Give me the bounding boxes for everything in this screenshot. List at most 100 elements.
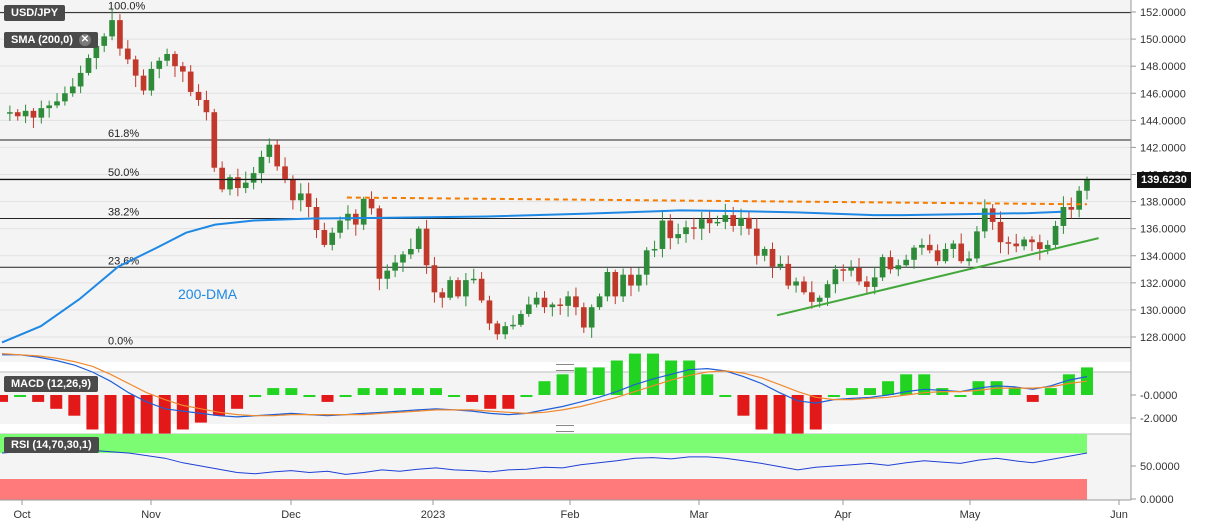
candle-body [439,292,446,298]
candle-body [1013,243,1020,247]
time-tick-label: Oct [13,509,30,521]
candle-body [1068,207,1075,210]
candle-body [124,48,131,60]
candle-body [596,296,603,308]
macd-panel-resize-handle[interactable] [556,364,574,371]
price-tick-label: 134.0000 [1140,251,1186,263]
support-trendline [776,237,1099,317]
candle-body [738,217,744,226]
macd-histogram-bar [484,395,497,409]
time-tick-label: Jun [1110,509,1128,521]
candle-body [746,217,752,229]
macd-histogram-bar [466,395,479,402]
fib-level-label: 61.8% [108,128,139,140]
macd-histogram-bar [357,388,370,395]
macd-histogram-bar [719,395,732,397]
fib-level-label: 0.0% [108,336,133,348]
macd-histogram-bar [375,388,388,395]
candle-body [290,179,296,201]
sma-200-label: 200-DMA [178,286,238,302]
candle-body [808,292,815,302]
macd-histogram-bar [773,395,786,444]
candle-body [730,215,737,226]
candle-body [195,91,202,101]
candle-body [667,220,674,239]
rsi-tick-label: 50.0000 [1140,461,1180,473]
candle-body [93,45,100,59]
candle-body [628,274,634,286]
macd-histogram-bar [267,388,280,395]
candle-body [950,243,957,249]
candle-body [368,198,375,209]
candle-body [911,247,917,260]
macd-histogram-bar [628,353,641,395]
candle-body [172,53,178,67]
symbol-tag[interactable]: USD/JPY [4,5,66,21]
candle-body [180,66,186,72]
resistance-line [346,196,1088,206]
candle-body [958,243,965,262]
macd-histogram-bar [285,388,298,395]
candle-body [470,278,477,281]
macd-histogram-bar [954,395,967,397]
indicator-label: SMA (200,0) [11,34,73,46]
macd-histogram-bar [231,395,244,409]
candle-body [879,257,886,278]
macd-histogram-bar [321,395,334,402]
candle-body [761,248,768,256]
indicator-tag[interactable]: SMA (200,0) ✕ [4,32,98,48]
candle-body [408,248,414,255]
candle-body [109,20,115,37]
macd-histogram-bar [882,381,895,395]
macd-label: MACD (12,26,9) [11,378,92,390]
candle-body [486,300,493,324]
candle-body [981,208,988,232]
candle-body [942,248,949,262]
macd-histogram-bar [104,395,117,437]
macd-tag[interactable]: MACD (12,26,9) [4,376,99,392]
candle-body [282,166,288,180]
macd-histogram-bar [755,395,768,430]
candle-body [258,156,265,174]
candle-body [1052,225,1059,245]
last-price-tag: 139.6230 [1137,171,1191,188]
macd-histogram-bar [556,374,569,395]
fib-level-label: 50.0% [108,167,139,179]
candle-body [447,280,453,298]
rsi-panel-resize-handle[interactable] [556,425,574,432]
candle-body [415,228,422,249]
candle-body [463,280,469,297]
candle-body [934,250,941,262]
rsi-tag[interactable]: RSI (14,70,30,1) [4,437,99,453]
candle-body [974,231,980,259]
candle-body [997,221,1004,243]
candle-body [989,208,996,222]
candle-body [1029,239,1035,243]
close-icon[interactable]: ✕ [78,34,91,46]
price-tick-label: 144.0000 [1140,115,1186,127]
candle-body [832,269,839,285]
macd-histogram-bar [1026,395,1039,402]
candle-body [620,274,626,297]
candle-body [769,248,776,267]
candle-body [651,248,658,251]
fib-level-label: 23.6% [108,255,139,267]
candle-body [683,227,689,235]
candle-body [777,263,784,267]
candle-body [525,304,532,314]
macd-histogram-bar [737,395,750,416]
macd-histogram-bar [665,360,678,395]
price-tick-label: 148.0000 [1140,61,1186,73]
candle-body [337,220,343,233]
candle-body [856,267,862,282]
candle-body [376,208,383,279]
macd-histogram-bar [900,374,913,395]
candle-body [840,269,847,271]
macd-histogram-bar [14,395,27,397]
time-tick-label: May [960,509,981,521]
price-axis: 152.0000 150.0000 148.0000 146.0000 144.0000… [1131,7,1186,344]
candle-body [1021,239,1027,247]
candle-body [148,68,155,91]
candle-body [329,232,336,245]
macd-histogram-bar [647,353,659,395]
